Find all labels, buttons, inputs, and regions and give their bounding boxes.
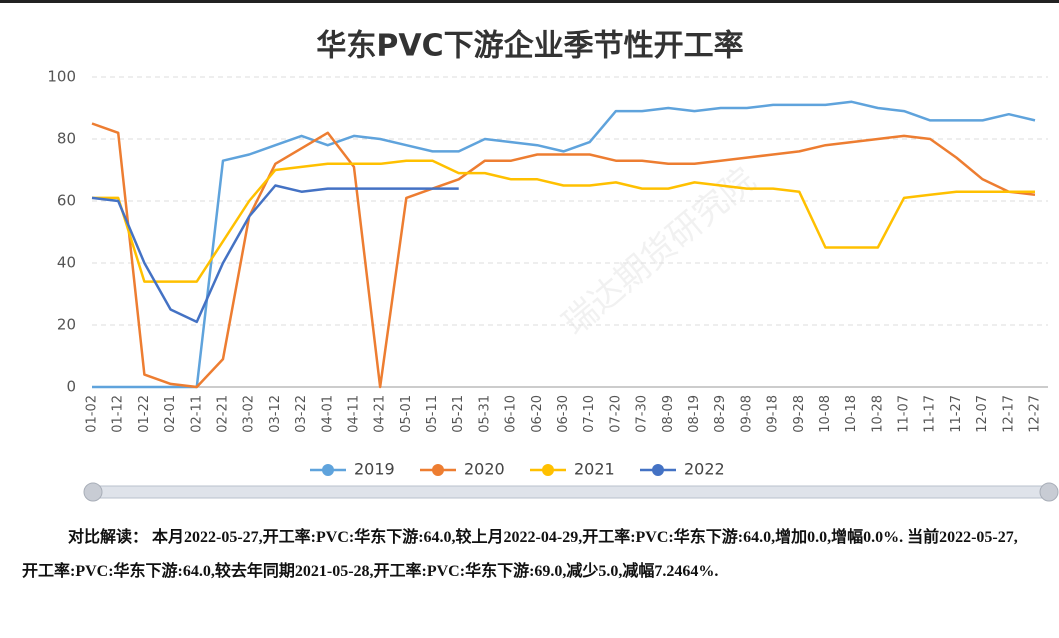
legend-marker — [432, 464, 444, 476]
x-tick-label: 06-30 — [556, 395, 571, 433]
x-tick-label: 12-17 — [1001, 395, 1016, 433]
x-tick-label: 12-27 — [1028, 395, 1043, 433]
x-tick-label: 07-20 — [608, 395, 623, 433]
commentary-text: 本月2022-05-27,开工率:PVC:华东下游:64.0,较上月2022-0… — [22, 529, 1018, 580]
y-tick-label: 40 — [57, 254, 76, 272]
legend-marker — [652, 464, 664, 476]
x-tick-label: 10-08 — [818, 395, 833, 433]
x-tick-label: 01-22 — [137, 395, 152, 433]
x-tick-label: 04-11 — [346, 395, 361, 433]
legend-label: 2020 — [464, 460, 505, 479]
x-tick-label: 09-18 — [766, 395, 781, 433]
slider-handle[interactable] — [1039, 482, 1059, 502]
legend-marker — [322, 464, 334, 476]
legend-label: 2019 — [354, 460, 395, 479]
chart-title: 华东PVC下游企业季节性开工率 — [316, 29, 743, 64]
x-tick-label: 02-21 — [215, 395, 230, 433]
x-tick-label: 09-08 — [739, 395, 754, 433]
chart: 华东PVC下游企业季节性开工率 瑞达期货研究院 02040608010001-0… — [47, 29, 1059, 502]
y-tick-label: 0 — [66, 378, 76, 396]
legend-label: 2022 — [684, 460, 725, 479]
x-tick-label: 07-10 — [582, 395, 597, 433]
x-tick-label: 08-19 — [687, 395, 702, 433]
series-line — [91, 184, 459, 324]
legend-marker — [542, 464, 554, 476]
x-tick-label: 10-18 — [844, 395, 859, 433]
y-tick-label: 20 — [57, 316, 76, 334]
y-tick-label: 100 — [47, 68, 76, 86]
x-tick-label: 05-31 — [477, 395, 492, 433]
slider-track[interactable] — [85, 485, 1053, 499]
x-tick-label: 02-01 — [163, 395, 178, 433]
legend-label: 2021 — [574, 460, 615, 479]
x-tick-label: 03-12 — [268, 395, 283, 433]
x-tick-label: 08-29 — [713, 395, 728, 433]
commentary-label: 对比解读： — [68, 529, 149, 546]
x-tick-label: 10-28 — [870, 395, 885, 433]
x-tick-label: 12-07 — [975, 395, 990, 433]
x-tick-label: 06-10 — [504, 395, 519, 433]
x-tick-label: 01-02 — [85, 395, 100, 433]
x-tick-label: 11-17 — [923, 395, 938, 433]
x-tick-label: 07-30 — [635, 395, 650, 433]
x-tick-label: 05-21 — [451, 395, 466, 433]
x-tick-label: 11-27 — [949, 395, 964, 433]
y-tick-label: 60 — [57, 192, 76, 210]
x-tick-label: 04-21 — [373, 395, 388, 433]
x-tick-label: 09-28 — [792, 395, 807, 433]
series-line — [92, 159, 1035, 283]
series-line — [92, 100, 1036, 389]
x-tick-label: 05-11 — [425, 395, 440, 433]
series-line — [91, 122, 1036, 389]
x-tick-label: 03-22 — [294, 395, 309, 433]
slider-handle[interactable] — [83, 482, 103, 502]
y-tick-label: 80 — [57, 130, 76, 148]
x-tick-label: 04-01 — [320, 395, 335, 433]
x-tick-label: 06-20 — [530, 395, 545, 433]
x-tick-label: 03-02 — [242, 395, 257, 433]
x-tick-label: 08-09 — [661, 395, 676, 433]
x-tick-label: 11-07 — [897, 395, 912, 433]
x-tick-label: 05-01 — [399, 395, 414, 433]
x-tick-label: 01-12 — [111, 395, 126, 433]
commentary: 对比解读： 本月2022-05-27,开工率:PVC:华东下游:64.0,较上月… — [22, 521, 1032, 589]
x-tick-label: 02-11 — [189, 395, 204, 433]
